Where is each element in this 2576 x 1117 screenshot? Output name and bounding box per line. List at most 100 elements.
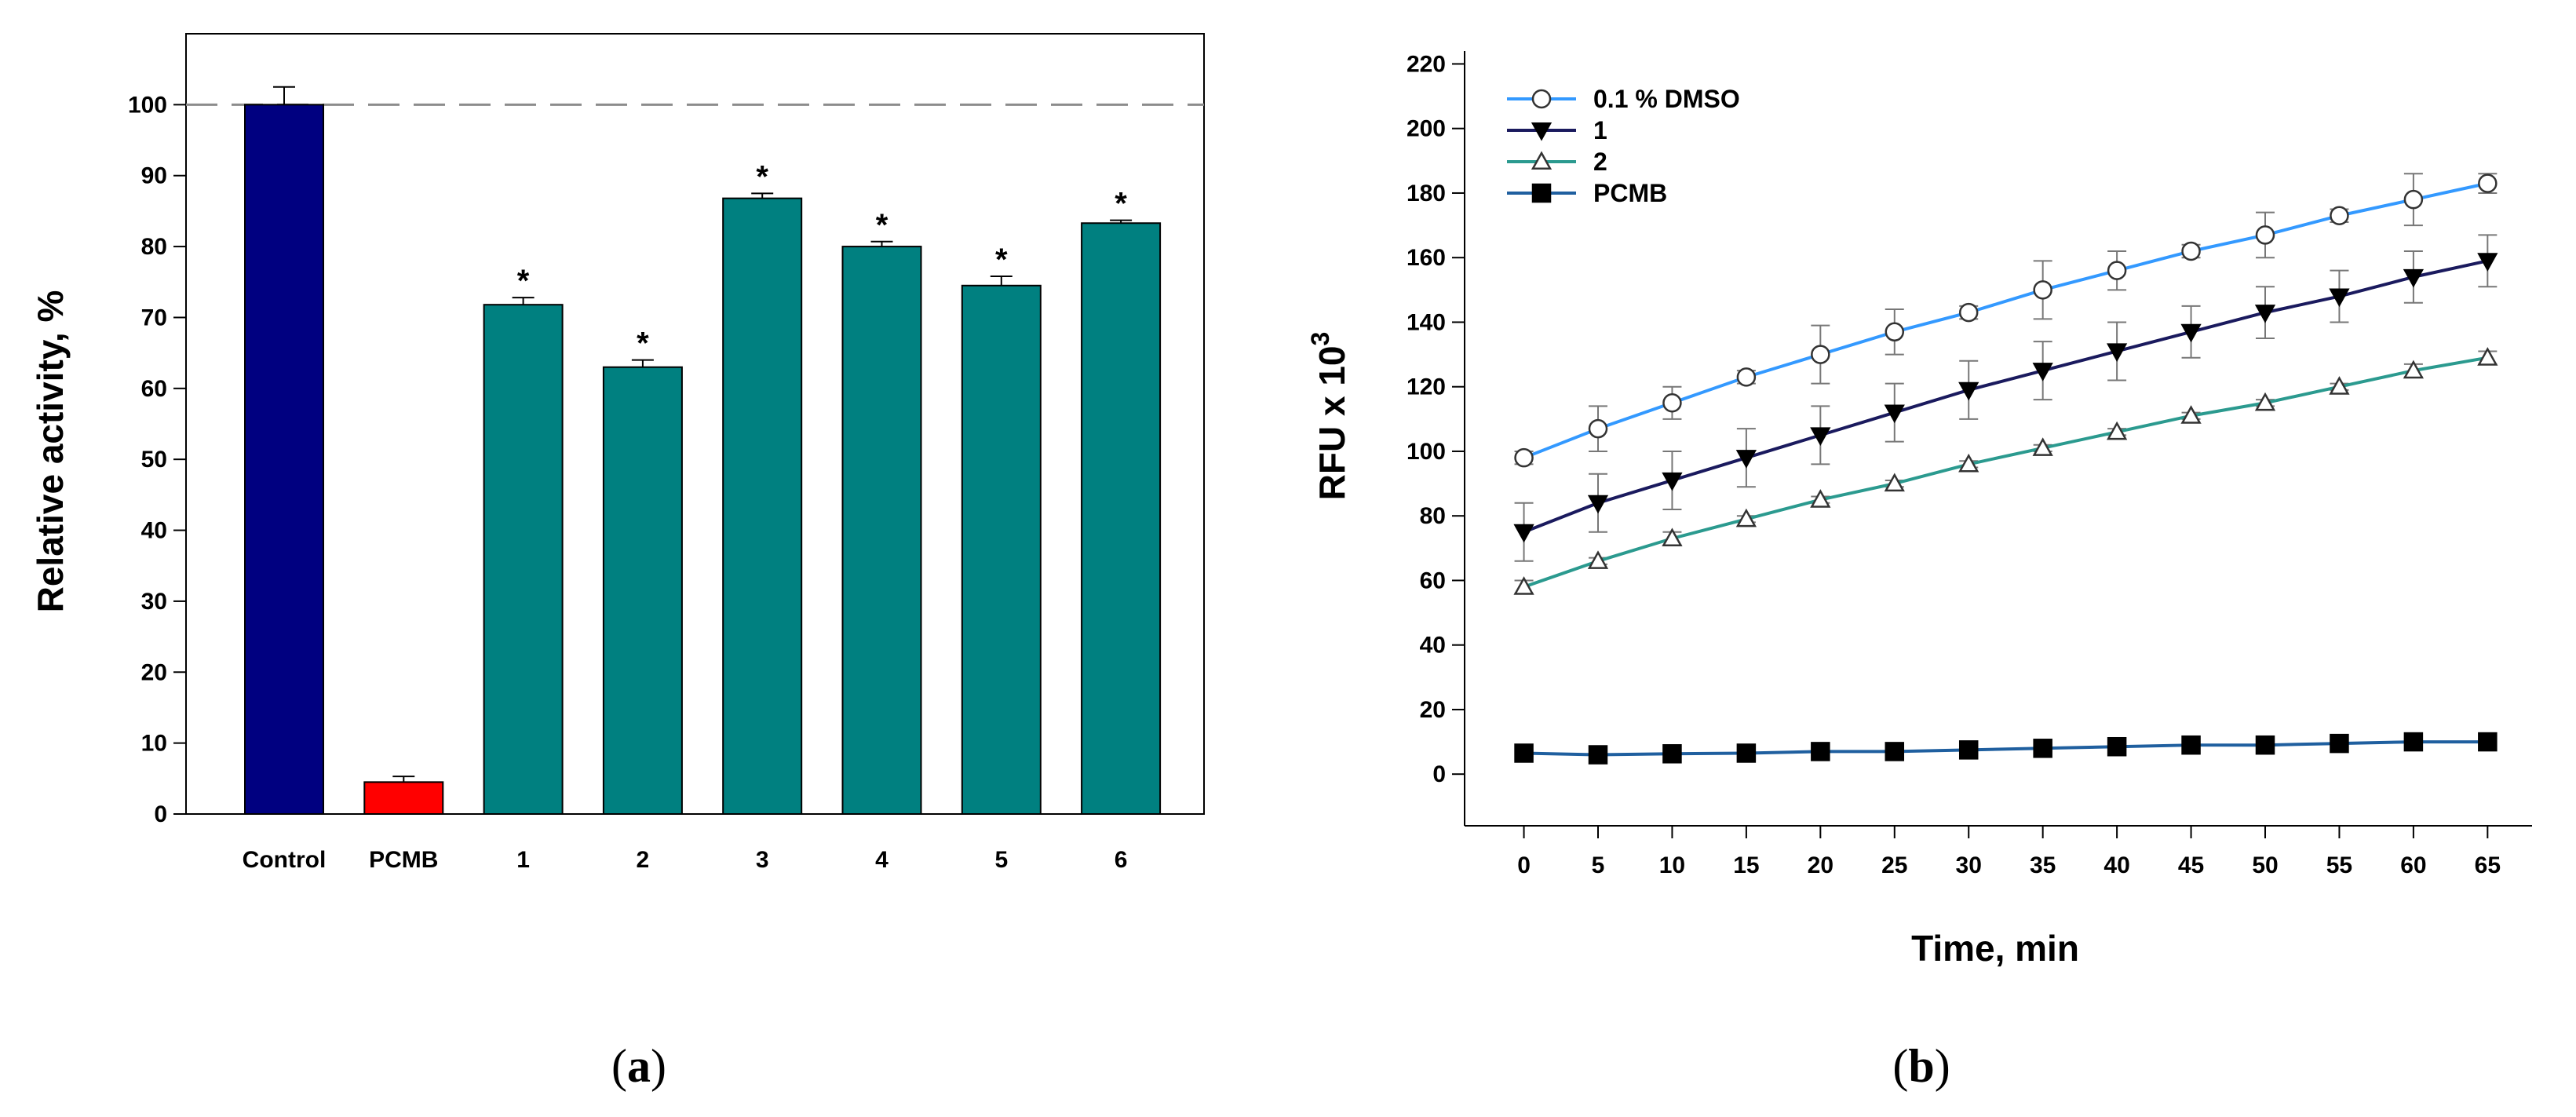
data-point	[1958, 302, 1979, 323]
legend-label: 1	[1593, 116, 1607, 144]
data-point	[2106, 343, 2128, 363]
y-tick-label: 120	[1407, 374, 1446, 400]
x-tick-label: 35	[2030, 852, 2056, 878]
data-point	[1884, 404, 1905, 424]
x-tick-label: 10	[1659, 852, 1685, 878]
data-point	[1958, 381, 1979, 401]
y-tick-label: 40	[1420, 633, 1446, 659]
bar-pcmb	[363, 781, 444, 815]
series-line	[1523, 259, 2488, 534]
data-point	[1588, 418, 1608, 439]
data-point	[1514, 743, 1534, 763]
data-point	[2329, 376, 2350, 395]
legend-marker	[1531, 122, 1553, 141]
y-tick-label: 10	[141, 731, 167, 757]
data-point	[1958, 453, 1979, 473]
data-point	[2255, 735, 2275, 755]
x-tick-label: 6	[1115, 847, 1128, 873]
x-tick-label: 20	[1808, 852, 1833, 878]
data-point	[1662, 472, 1683, 491]
x-tick-label: 4	[875, 847, 888, 873]
x-tick-label: 55	[2326, 852, 2352, 878]
data-point	[2403, 189, 2424, 210]
data-point	[1736, 743, 1757, 763]
bar-4	[841, 246, 922, 816]
y-tick-label: 60	[1420, 568, 1446, 593]
data-point	[1810, 427, 1831, 446]
data-point	[1587, 550, 1609, 569]
x-tick-label: 0	[1517, 852, 1531, 878]
data-point	[2255, 225, 2275, 245]
data-point	[2032, 437, 2053, 456]
y-tick-label: 100	[1407, 439, 1446, 465]
series-2	[1513, 347, 2498, 595]
series-line	[1523, 181, 2488, 460]
y-tick-label: 0	[154, 801, 167, 827]
bar-3	[722, 197, 803, 816]
data-point	[1662, 393, 1682, 413]
legend-item: 0.1 % DMSO	[1507, 85, 1740, 113]
significance-star: *	[517, 264, 530, 298]
data-point	[2254, 392, 2276, 411]
x-tick-label: 2	[637, 847, 650, 873]
data-point	[2477, 347, 2498, 366]
legend-marker	[1531, 183, 1552, 203]
y-tick-label: 20	[1420, 697, 1446, 723]
data-point	[2180, 405, 2202, 424]
significance-star: *	[637, 327, 649, 361]
data-point	[1588, 745, 1608, 765]
significance-star: *	[876, 208, 888, 243]
data-point	[1735, 450, 1757, 469]
data-point	[2330, 733, 2349, 754]
data-point	[2330, 206, 2349, 225]
x-tick-label: 45	[2178, 852, 2204, 878]
bar-chart-y-axis-title: Relative activity, %	[30, 290, 71, 613]
data-point	[1885, 742, 1905, 761]
bar-chart-frame	[185, 33, 1205, 815]
y-tick-label: 90	[141, 163, 167, 189]
legend-marker	[1531, 89, 1552, 109]
data-point	[1884, 473, 1905, 492]
y-tick-label: 80	[1420, 503, 1446, 529]
series-1	[1513, 234, 2498, 562]
x-tick-label: 15	[1733, 852, 1759, 878]
y-tick-label: 180	[1407, 181, 1446, 206]
y-tick-label: 60	[141, 376, 167, 402]
y-tick-label: 160	[1407, 245, 1446, 271]
x-tick-label: 30	[1956, 852, 1982, 878]
x-tick-label: 3	[756, 847, 769, 873]
y-tick-label: 80	[141, 234, 167, 260]
data-point	[2329, 288, 2350, 308]
data-point	[2477, 253, 2498, 272]
y-tick-label: 70	[141, 305, 167, 330]
x-tick-label: 25	[1881, 852, 1907, 878]
data-point	[2403, 268, 2425, 288]
data-point	[2180, 323, 2202, 343]
x-tick-label: 50	[2252, 852, 2278, 878]
data-point	[2478, 173, 2498, 193]
bar-control	[244, 104, 324, 815]
data-point	[2106, 421, 2128, 440]
x-tick-label: 65	[2475, 852, 2501, 878]
bar-5	[961, 284, 1042, 816]
y-tick-label: 140	[1407, 309, 1446, 335]
legend-label: PCMB	[1593, 179, 1667, 207]
legend-item: PCMB	[1507, 179, 1667, 207]
data-point	[1811, 345, 1830, 364]
y-tick-label: 20	[141, 659, 167, 685]
y-tick-label: 200	[1407, 116, 1446, 142]
data-point	[1587, 495, 1609, 514]
x-tick-label: 40	[2103, 852, 2129, 878]
y-tick-label: 100	[128, 92, 167, 118]
x-tick-label: 60	[2400, 852, 2426, 878]
data-point	[2032, 363, 2053, 381]
data-point	[1662, 744, 1682, 764]
line-chart-x-axis-title: Time, min	[1911, 928, 2079, 969]
line-chart-y-axis-title: RFU x 103	[1306, 332, 1352, 501]
legend-label: 0.1 % DMSO	[1593, 85, 1740, 113]
series-pcmb	[1514, 732, 2498, 765]
data-point	[1513, 576, 1534, 595]
data-point	[1514, 447, 1534, 468]
series-0-1-dmso	[1514, 173, 2498, 468]
